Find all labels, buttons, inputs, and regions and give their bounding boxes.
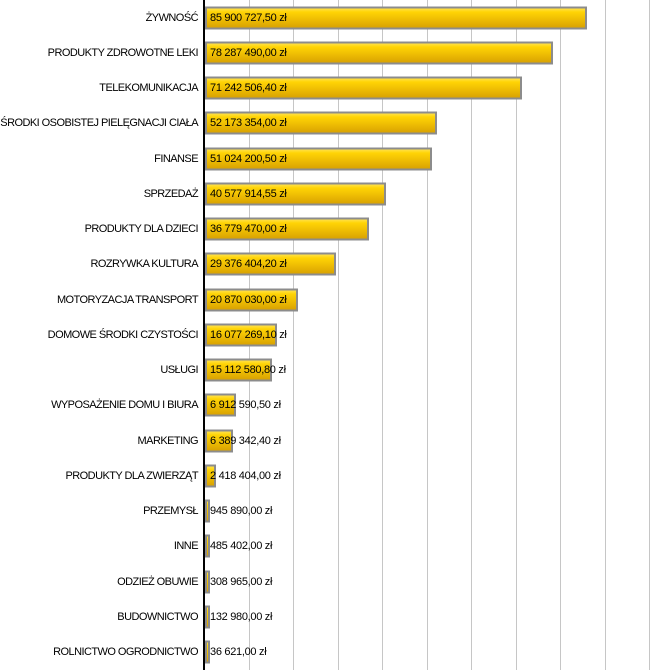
chart-row: PRODUKTY DLA ZWIERZĄT 2 418 404,00 zł — [0, 458, 650, 493]
bar — [205, 217, 369, 241]
value-label: 85 900 727,50 zł — [210, 11, 287, 24]
chart-row: PRZEMYSŁ 945 890,00 zł — [0, 494, 650, 529]
chart-row: INNE 485 402,00 zł — [0, 529, 650, 564]
value-label: 132 980,00 zł — [210, 610, 273, 623]
category-label: PRZEMYSŁ — [143, 505, 198, 518]
category-label: MARKETING — [137, 434, 199, 447]
value-label: 36 621,00 zł — [210, 646, 267, 659]
category-label: ŚRODKI OSOBISTEJ PIELĘGNACJI CIAŁA — [0, 117, 198, 130]
value-label: 40 577 914,55 zł — [210, 187, 287, 200]
category-label: INNE — [173, 540, 199, 553]
bar — [205, 6, 587, 30]
value-label: 29 376 404,20 zł — [210, 258, 287, 271]
bar — [205, 358, 272, 382]
chart-row: PRODUKTY ZDROWOTNE LEKI 78 287 490,00 zł — [0, 35, 650, 70]
chart-row: ROZRYWKA KULTURA 29 376 404,20 zł — [0, 247, 650, 282]
value-label: 16 077 269,10 zł — [210, 328, 287, 341]
bar — [205, 323, 277, 347]
value-label: 945 890,00 zł — [210, 505, 273, 518]
bar — [205, 288, 298, 312]
value-label: 6 912 590,50 zł — [210, 399, 281, 412]
category-label: BUDOWNICTWO — [117, 610, 198, 623]
value-label: 51 024 200,50 zł — [210, 152, 287, 165]
gridline — [293, 0, 294, 670]
chart-row: ROLNICTWO OGRODNICTWO 36 621,00 zł — [0, 635, 650, 670]
bar — [205, 182, 386, 206]
bar — [205, 429, 233, 453]
category-label: PRODUKTY DLA DZIECI — [84, 223, 199, 236]
bar — [205, 534, 210, 558]
value-label: 36 779 470,00 zł — [210, 223, 287, 236]
bar — [205, 252, 336, 276]
chart-row: TELEKOMUNIKACJA 71 242 506,40 zł — [0, 71, 650, 106]
bar — [205, 605, 210, 629]
value-label: 2 418 404,00 zł — [210, 469, 281, 482]
chart-row: MOTORYZACJA TRANSPORT 20 870 030,00 zł — [0, 282, 650, 317]
bar — [205, 499, 210, 523]
category-label: ROLNICTWO OGRODNICTWO — [53, 646, 198, 659]
category-label: SPRZEDAŻ — [143, 187, 199, 200]
bar — [205, 464, 216, 488]
category-label: FINANSE — [154, 152, 198, 165]
y-axis-line — [203, 0, 205, 670]
chart-row: ŻYWNOŚĆ 85 900 727,50 zł — [0, 0, 650, 35]
bar — [205, 111, 437, 135]
bar — [205, 393, 236, 417]
category-label: USŁUGI — [160, 364, 198, 377]
chart-row: SPRZEDAŻ 40 577 914,55 zł — [0, 176, 650, 211]
category-label: MOTORYZACJA TRANSPORT — [56, 293, 199, 306]
category-label: TELEKOMUNIKACJA — [99, 82, 198, 95]
chart-row: FINANSE 51 024 200,50 zł — [0, 141, 650, 176]
category-label: PRODUKTY ZDROWOTNE LEKI — [47, 46, 199, 59]
category-label: PRODUKTY DLA ZWIERZĄT — [65, 469, 199, 482]
gridline — [604, 0, 606, 670]
category-label: ODZIEŻ OBUWIE — [117, 575, 198, 588]
chart-row: MARKETING 6 389 342,40 zł — [0, 423, 650, 458]
bar — [205, 640, 210, 664]
chart-row: BUDOWNICTWO 132 980,00 zł — [0, 599, 650, 634]
gridline — [426, 0, 428, 670]
category-label: ŻYWNOŚĆ — [145, 11, 199, 24]
chart-row: DOMOWE ŚRODKI CZYSTOŚCI 16 077 269,10 zł — [0, 317, 650, 352]
chart-row: PRODUKTY DLA DZIECI 36 779 470,00 zł — [0, 212, 650, 247]
value-label: 15 112 580,80 zł — [210, 364, 286, 377]
value-label: 485 402,00 zł — [210, 540, 273, 553]
gridline — [382, 0, 383, 670]
bar — [205, 76, 522, 100]
value-label: 71 242 506,40 zł — [210, 82, 287, 95]
chart-row: USŁUGI 15 112 580,80 zł — [0, 353, 650, 388]
value-label: 78 287 490,00 zł — [210, 46, 287, 59]
category-label: WYPOSAŻENIE DOMU I BIURA — [51, 399, 198, 412]
gridline — [471, 0, 472, 670]
bar — [205, 147, 432, 171]
bar — [205, 570, 210, 594]
chart-row: ŚRODKI OSOBISTEJ PIELĘGNACJI CIAŁA 52 173… — [0, 106, 650, 141]
value-label: 52 173 354,00 zł — [210, 117, 287, 130]
category-label: DOMOWE ŚRODKI CZYSTOŚCI — [47, 328, 199, 341]
bar — [205, 41, 553, 65]
value-label: 20 870 030,00 zł — [210, 293, 287, 306]
gridline — [337, 0, 339, 670]
gridline — [560, 0, 561, 670]
value-label: 308 965,00 zł — [210, 575, 273, 588]
chart-row: ODZIEŻ OBUWIE 308 965,00 zł — [0, 564, 650, 599]
category-label: ROZRYWKA KULTURA — [90, 258, 198, 271]
gridline — [515, 0, 517, 670]
value-label: 6 389 342,40 zł — [210, 434, 281, 447]
chart-row: WYPOSAŻENIE DOMU I BIURA 6 912 590,50 zł — [0, 388, 650, 423]
